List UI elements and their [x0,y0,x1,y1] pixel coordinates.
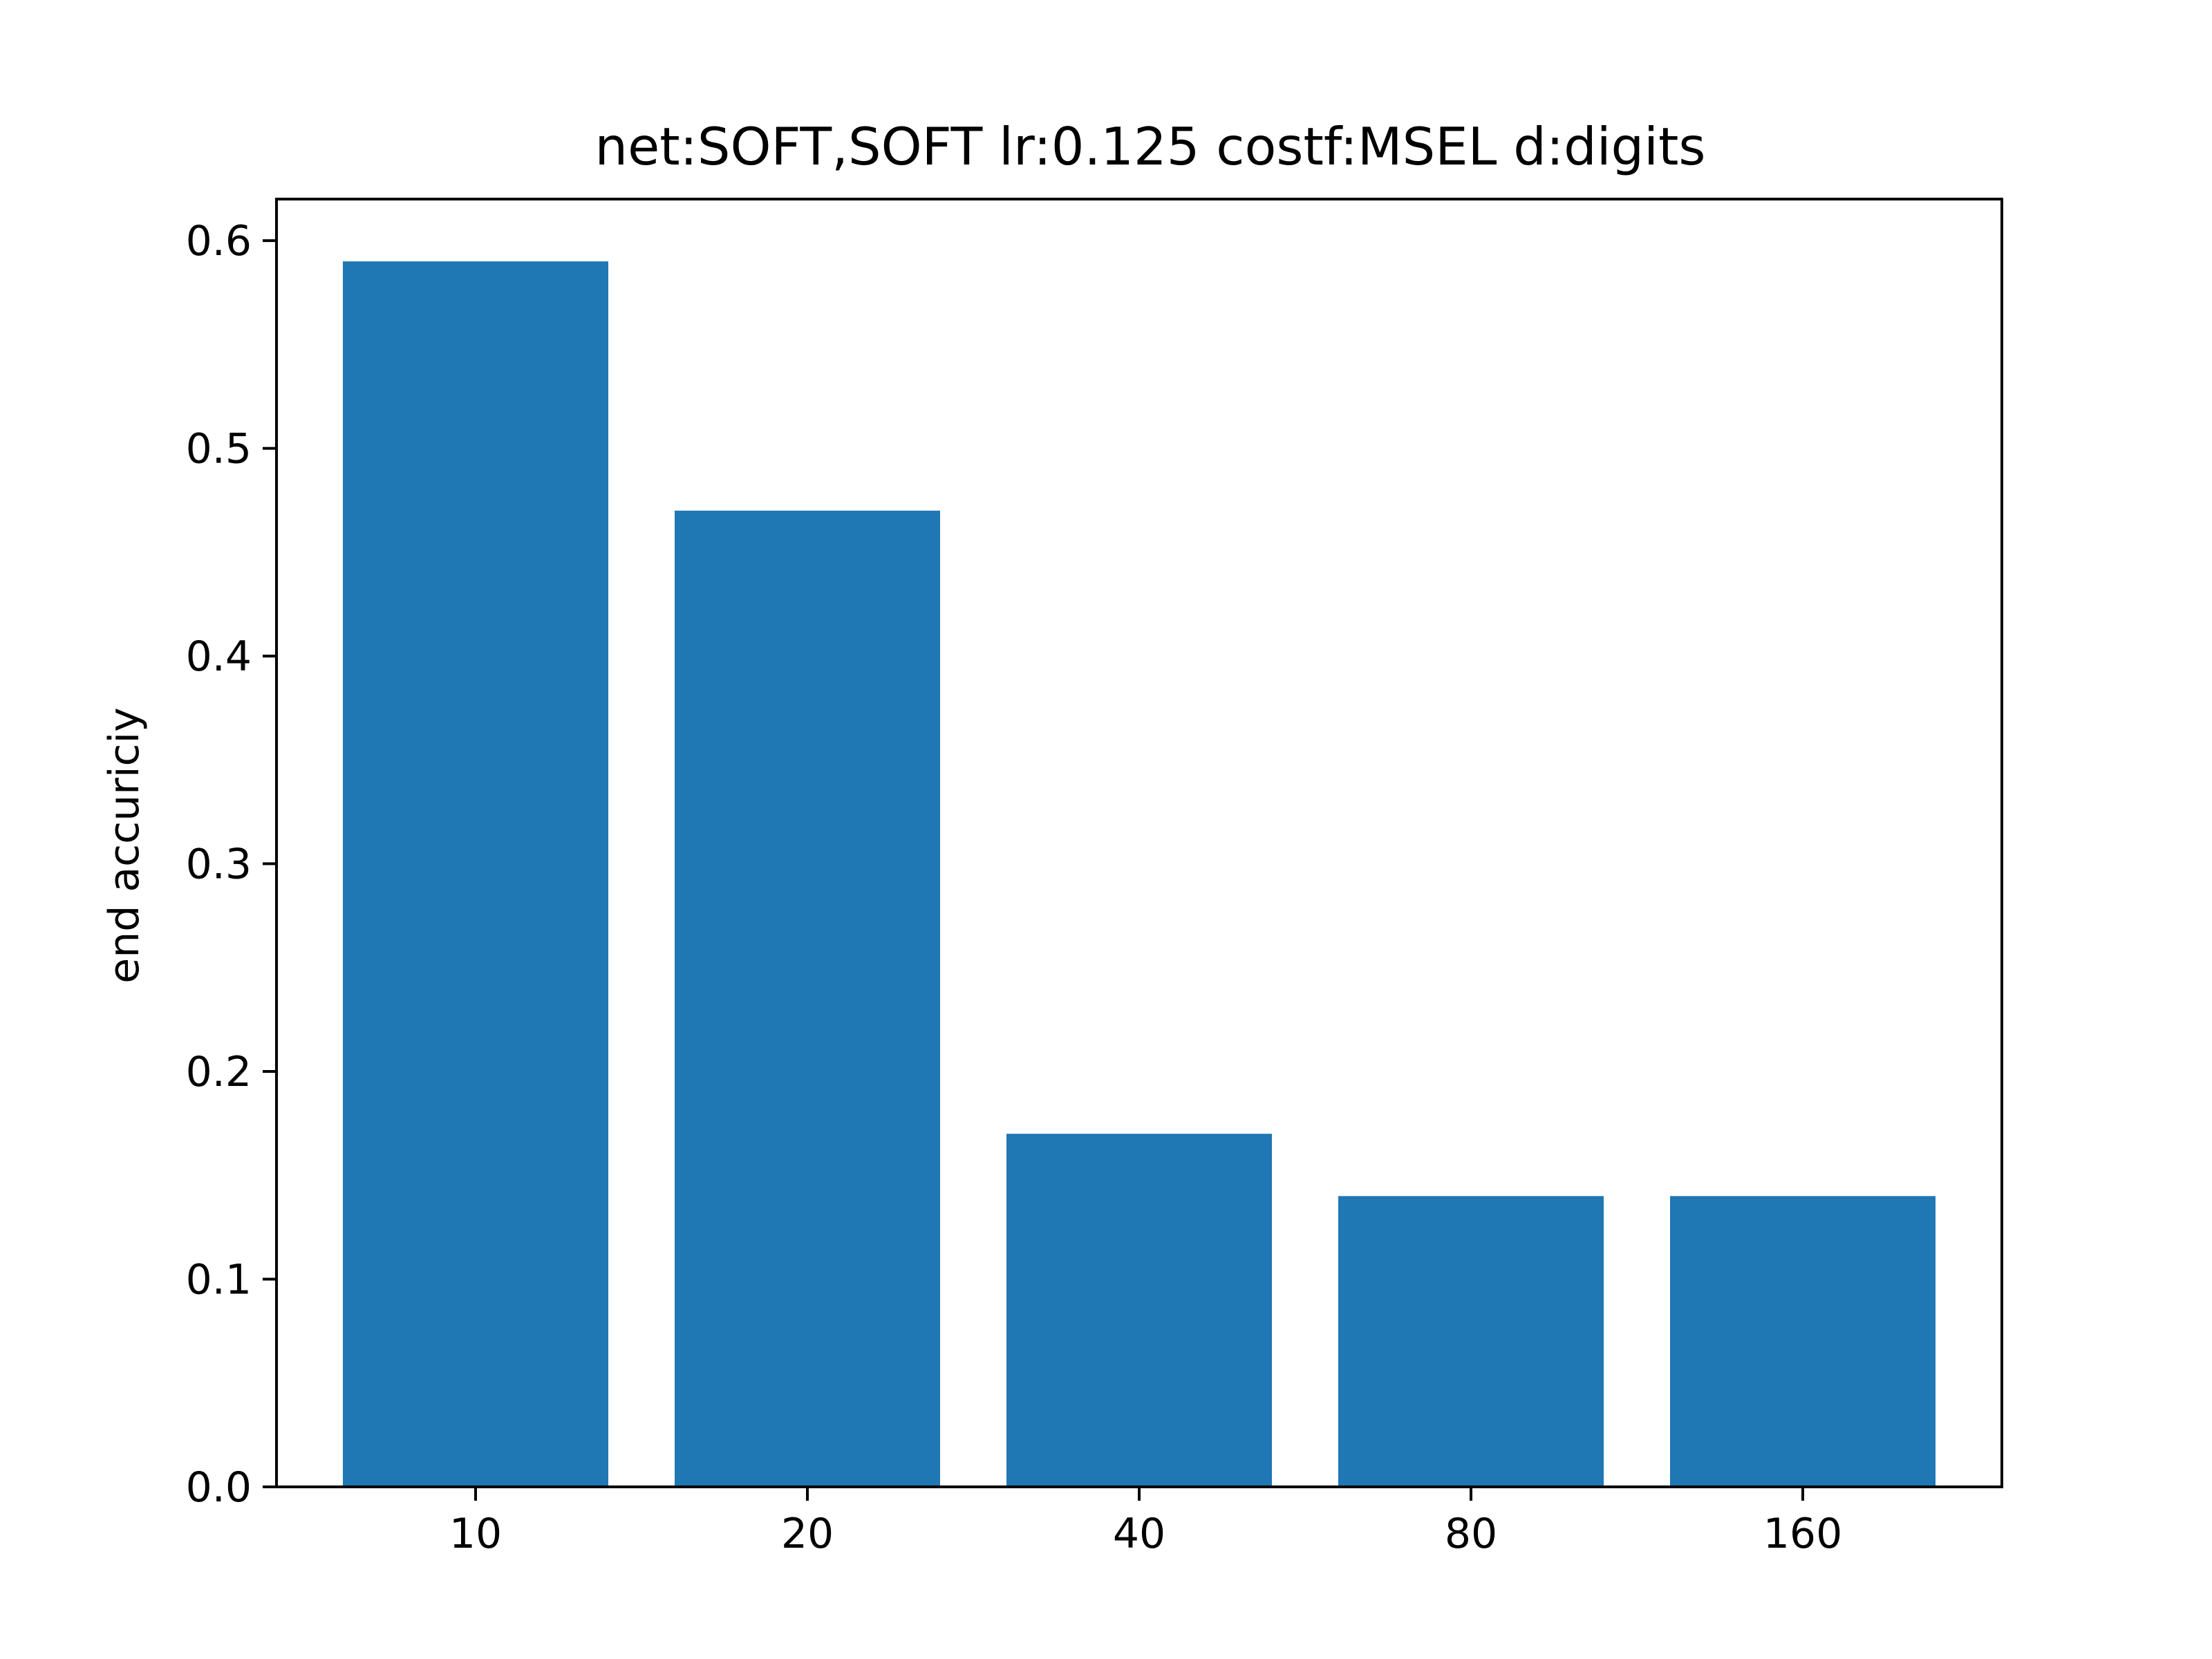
bar-40 [1006,1134,1272,1487]
y-tick-label-0.2: 0.2 [186,1048,252,1096]
y-tick-label-0.3: 0.3 [186,841,252,889]
x-tick-label-160: 160 [1763,1510,1843,1558]
bar-10 [343,261,608,1488]
x-tick-label-20: 20 [781,1510,834,1558]
x-tick-label-10: 10 [449,1510,502,1558]
bar-160 [1670,1196,1936,1487]
y-axis-label: end accuriciy [100,707,149,983]
chart-title: net:SOFT,SOFT lr:0.125 costf:MSEL d:digi… [595,116,1706,177]
bar-80 [1338,1196,1604,1487]
bars-group [343,261,1936,1488]
y-tick-label-0.5: 0.5 [186,425,252,474]
y-tick-label-0.1: 0.1 [186,1256,252,1304]
plot-frame [275,198,2003,1488]
y-tick-label-0.4: 0.4 [186,632,252,681]
bar-20 [675,510,940,1487]
x-tick-label-40: 40 [1113,1510,1165,1558]
y-tick-label-0.6: 0.6 [186,217,252,265]
y-axis: 0.0 0.1 0.2 0.3 0.4 0.5 0.6 [186,217,276,1512]
y-tick-label-0.0: 0.0 [186,1463,252,1512]
x-axis: 10 20 40 80 160 [449,1487,1842,1558]
x-tick-label-80: 80 [1445,1510,1497,1558]
